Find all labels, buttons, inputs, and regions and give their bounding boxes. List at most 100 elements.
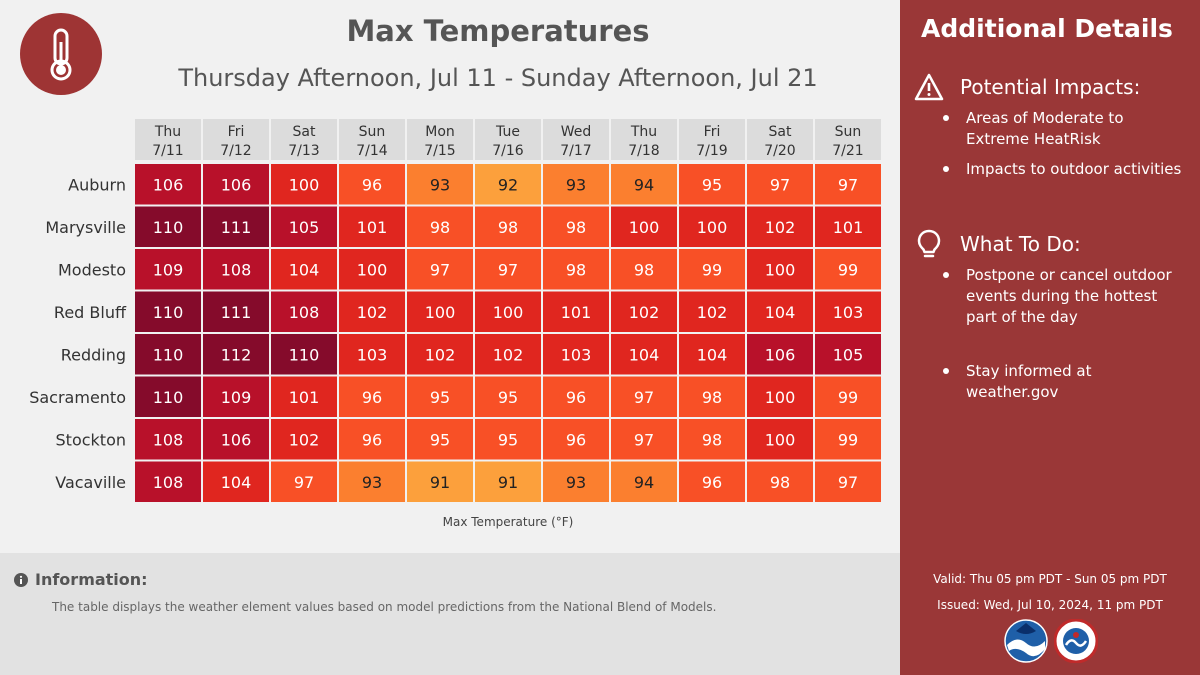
- row-label: Sacramento: [29, 388, 126, 407]
- thermometer-badge: [20, 13, 102, 95]
- todo-heading: What To Do:: [914, 229, 1081, 259]
- temperature-cell: [543, 376, 609, 417]
- temperature-cell: [135, 419, 201, 460]
- column-header: [611, 119, 677, 160]
- temperature-cell: [339, 334, 405, 375]
- temperature-value: 101: [289, 388, 320, 407]
- temperature-cell: [543, 334, 609, 375]
- row-label: Stockton: [56, 430, 126, 449]
- temperature-cell: [815, 164, 881, 205]
- temperature-cell: [679, 291, 745, 332]
- temperature-value: 109: [153, 260, 184, 279]
- warning-icon: [914, 73, 944, 101]
- temperature-cell: [475, 419, 541, 460]
- temperature-value: 93: [566, 473, 586, 492]
- temperature-value: 104: [221, 473, 252, 492]
- temperature-cell: [271, 461, 337, 502]
- temperature-cell: [339, 291, 405, 332]
- temperature-cell: [407, 376, 473, 417]
- temperature-cell: [543, 206, 609, 247]
- temperature-cell: [339, 249, 405, 290]
- temperature-cell: [339, 419, 405, 460]
- temperature-cell: [815, 419, 881, 460]
- temperature-cell: [407, 334, 473, 375]
- row-label: Marysville: [45, 218, 126, 237]
- temperature-cell: [475, 376, 541, 417]
- temperature-cell: [407, 461, 473, 502]
- temperature-cell: [407, 249, 473, 290]
- details-sidebar: Additional Details Potential Impacts: Ar…: [900, 0, 1200, 675]
- temperature-cell: [271, 249, 337, 290]
- temperature-value: 100: [425, 303, 456, 322]
- temperature-value: 96: [362, 388, 382, 407]
- column-date: 7/21: [832, 143, 863, 159]
- column-date: 7/16: [492, 143, 524, 159]
- temperature-value: 95: [430, 430, 450, 449]
- temperature-cell: [815, 206, 881, 247]
- column-header: [271, 119, 337, 160]
- column-date: 7/19: [696, 143, 727, 159]
- impacts-heading: Potential Impacts:: [914, 73, 1140, 101]
- temperature-cell: [203, 334, 269, 375]
- temperature-value: 99: [838, 388, 858, 407]
- temperature-cell: [815, 249, 881, 290]
- temperature-cell: [611, 291, 677, 332]
- temperature-value: 111: [221, 218, 252, 237]
- temperature-cell: [135, 291, 201, 332]
- temperature-value: 104: [697, 345, 728, 364]
- temperature-cell: [339, 206, 405, 247]
- temperature-value: 104: [289, 260, 320, 279]
- column-day: Fri: [704, 124, 721, 140]
- temperature-cell: [679, 419, 745, 460]
- temperature-value: 98: [770, 473, 790, 492]
- temperature-value: 101: [561, 303, 592, 322]
- temperature-value: 91: [498, 473, 518, 492]
- temperature-value: 97: [430, 260, 450, 279]
- temperature-cell: [135, 249, 201, 290]
- thermometer-icon: [50, 28, 72, 81]
- temperature-cell: [747, 206, 813, 247]
- temperature-value: 93: [362, 473, 382, 492]
- temperature-value: 97: [294, 473, 314, 492]
- temperature-cell: [135, 376, 201, 417]
- temperature-cell: [611, 164, 677, 205]
- temperature-cell: [543, 249, 609, 290]
- temperature-value: 97: [770, 175, 790, 194]
- column-day: Wed: [561, 124, 592, 140]
- temperature-value: 95: [702, 175, 722, 194]
- temperature-value: 97: [634, 430, 654, 449]
- temperature-value: 100: [357, 260, 388, 279]
- column-day: Thu: [630, 124, 657, 140]
- temperature-value: 104: [629, 345, 660, 364]
- temperature-cell: [611, 206, 677, 247]
- temperature-cell: [407, 206, 473, 247]
- temperature-value: 108: [153, 473, 184, 492]
- temperature-value: 98: [702, 430, 722, 449]
- temperature-value: 97: [498, 260, 518, 279]
- temperature-cell: [611, 249, 677, 290]
- temperature-value: 110: [289, 345, 320, 364]
- row-label: Vacaville: [55, 473, 126, 492]
- temperature-value: 103: [833, 303, 864, 322]
- column-day: Sun: [835, 124, 862, 140]
- temperature-cell: [679, 206, 745, 247]
- temperature-value: 102: [425, 345, 456, 364]
- temperature-cell: [339, 461, 405, 502]
- temperature-value: 102: [289, 430, 320, 449]
- temperature-cell: [407, 164, 473, 205]
- axis-label: Max Temperature (°F): [443, 515, 574, 529]
- temperature-cell: [747, 249, 813, 290]
- temperature-cell: [815, 334, 881, 375]
- temperature-cell: [475, 461, 541, 502]
- temperature-value: 99: [702, 260, 722, 279]
- temperature-value: 103: [357, 345, 388, 364]
- temperature-value: 98: [702, 388, 722, 407]
- info-heading: Information:: [14, 570, 148, 589]
- temperature-value: 96: [566, 430, 586, 449]
- temperature-value: 102: [765, 218, 796, 237]
- temperature-cell: [271, 164, 337, 205]
- temperature-value: 101: [833, 218, 864, 237]
- temperature-cell: [203, 461, 269, 502]
- info-icon: [14, 572, 28, 587]
- temperature-cell: [475, 249, 541, 290]
